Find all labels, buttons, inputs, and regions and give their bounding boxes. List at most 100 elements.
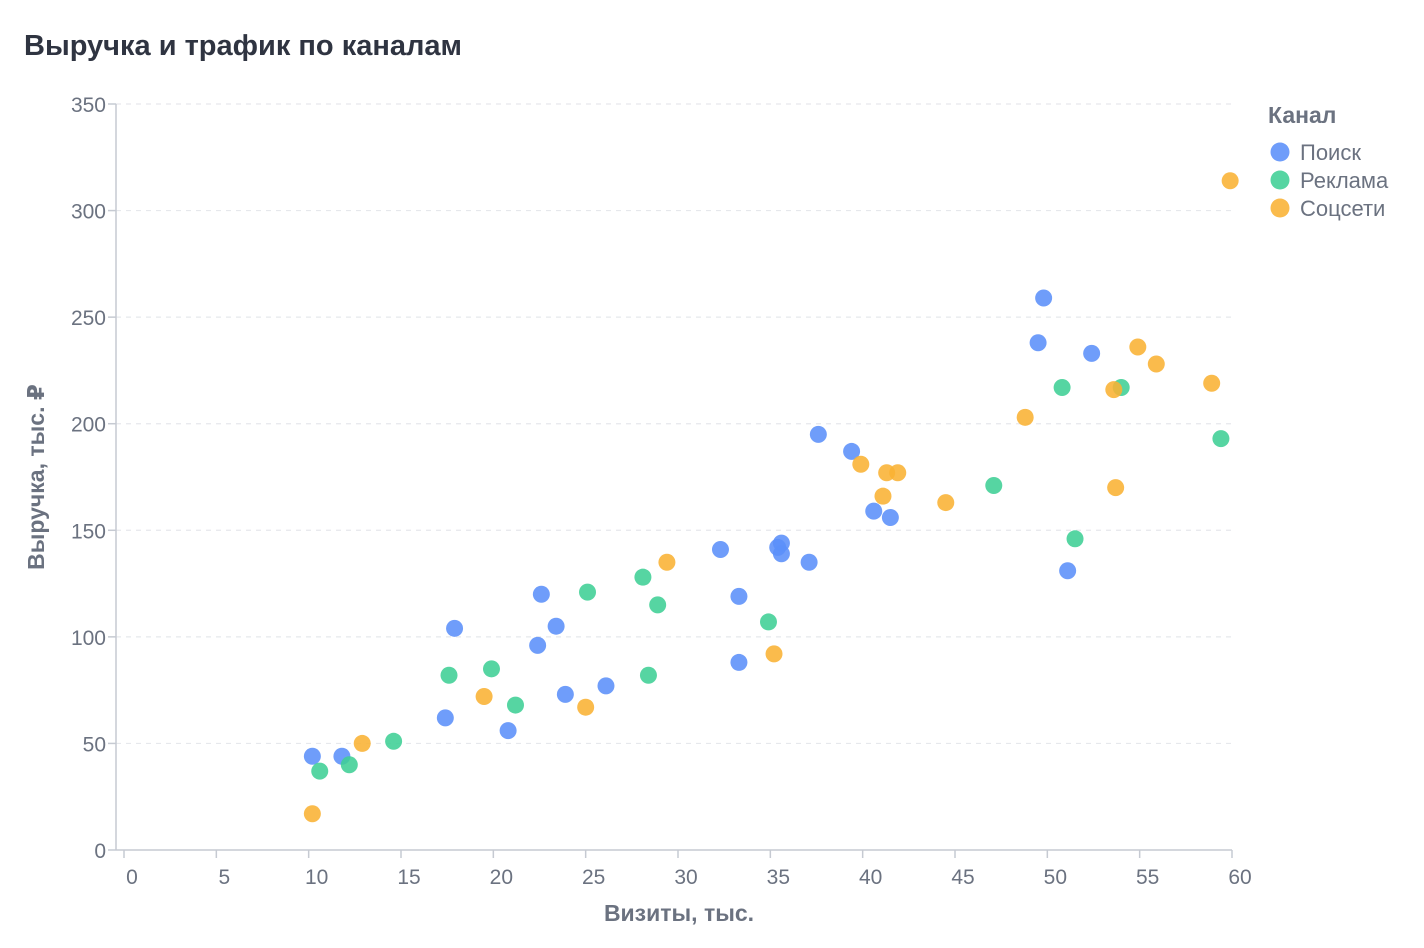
data-point[interactable]	[1066, 530, 1084, 548]
data-point[interactable]	[532, 585, 550, 603]
data-point[interactable]	[446, 619, 464, 637]
legend-marker	[1270, 142, 1290, 162]
data-point[interactable]	[889, 464, 907, 482]
x-tick-label: 5	[218, 866, 230, 889]
data-point[interactable]	[881, 508, 899, 526]
data-point[interactable]	[730, 653, 748, 671]
data-point[interactable]	[658, 553, 676, 571]
data-point[interactable]	[579, 583, 597, 601]
data-point[interactable]	[1147, 355, 1165, 373]
data-point[interactable]	[800, 553, 818, 571]
legend-item[interactable]: Соцсети	[1270, 196, 1386, 221]
data-point[interactable]	[353, 734, 371, 752]
data-point[interactable]	[597, 677, 615, 695]
y-tick-label: 150	[71, 520, 106, 543]
data-point[interactable]	[985, 477, 1003, 495]
data-point[interactable]	[385, 732, 403, 750]
data-point[interactable]	[1035, 289, 1053, 307]
data-point[interactable]	[937, 494, 955, 512]
data-point[interactable]	[711, 540, 729, 558]
data-point[interactable]	[772, 545, 790, 563]
legend-marker	[1270, 198, 1290, 218]
data-point[interactable]	[730, 587, 748, 605]
y-tick-label: 50	[83, 733, 106, 756]
data-point[interactable]	[303, 747, 321, 765]
data-point[interactable]	[1105, 381, 1123, 399]
data-point[interactable]	[759, 613, 777, 631]
data-point[interactable]	[506, 696, 524, 714]
data-point[interactable]	[843, 442, 861, 460]
series-group	[303, 289, 1101, 765]
data-point[interactable]	[440, 666, 458, 684]
data-point[interactable]	[634, 568, 652, 586]
x-axis-ticks: 0 5 10 15 20 25 30 35 40 45 50 55 60	[123, 850, 1252, 889]
data-point[interactable]	[1029, 334, 1047, 352]
y-tick-label: 200	[71, 414, 106, 437]
x-tick-label: 30	[674, 866, 697, 889]
x-tick-label: 35	[767, 866, 790, 889]
y-tick-label: 350	[71, 94, 106, 117]
data-point[interactable]	[1129, 338, 1147, 356]
data-point[interactable]	[874, 487, 892, 505]
y-axis-title: Выручка, тыс. ₽	[23, 384, 49, 570]
legend: Канал Поиск Реклама Соцсети	[1268, 102, 1389, 221]
legend-label: Соцсети	[1300, 196, 1385, 221]
data-point[interactable]	[556, 685, 574, 703]
x-tick-label: 40	[859, 866, 882, 889]
data-point[interactable]	[482, 660, 500, 678]
y-axis-ticks: 0 50 100 150 200 250 300 350	[71, 94, 116, 863]
data-point[interactable]	[1203, 374, 1221, 392]
data-point[interactable]	[529, 636, 547, 654]
x-tick-label: 15	[397, 866, 420, 889]
x-tick-label: 50	[1044, 866, 1067, 889]
legend-label: Поиск	[1300, 140, 1361, 165]
data-point[interactable]	[809, 425, 827, 443]
data-point[interactable]	[436, 709, 454, 727]
data-point[interactable]	[303, 805, 321, 823]
legend-marker	[1270, 170, 1290, 190]
y-tick-label: 0	[94, 840, 106, 863]
data-point[interactable]	[639, 666, 657, 684]
y-tick-label: 250	[71, 307, 106, 330]
x-tick-label: 10	[305, 866, 328, 889]
y-tick-label: 300	[71, 201, 106, 224]
data-point[interactable]	[311, 762, 329, 780]
data-point[interactable]	[499, 722, 517, 740]
data-point[interactable]	[1053, 378, 1071, 396]
chart-title: Выручка и трафик по каналам	[24, 30, 462, 62]
x-tick-label: 25	[582, 866, 605, 889]
data-point[interactable]	[765, 645, 783, 663]
data-point[interactable]	[1083, 344, 1101, 362]
data-point[interactable]	[475, 688, 493, 706]
x-tick-label: 45	[951, 866, 974, 889]
legend-item[interactable]: Поиск	[1270, 140, 1362, 165]
x-tick-label: 20	[490, 866, 513, 889]
x-tick-label: 55	[1136, 866, 1159, 889]
x-tick-label: 0	[126, 866, 138, 889]
series-group	[311, 378, 1230, 780]
x-tick-label: 60	[1228, 866, 1251, 889]
data-points	[303, 172, 1239, 823]
x-axis-title: Визиты, тыс.	[604, 900, 754, 926]
data-point[interactable]	[1221, 172, 1239, 190]
series-group	[303, 172, 1239, 823]
data-point[interactable]	[852, 455, 870, 473]
legend-item[interactable]: Реклама	[1270, 168, 1390, 193]
data-point[interactable]	[1016, 408, 1034, 426]
legend-label: Реклама	[1300, 168, 1389, 193]
data-point[interactable]	[547, 617, 565, 635]
axes	[115, 104, 1232, 851]
legend-title: Канал	[1268, 102, 1336, 128]
data-point[interactable]	[865, 502, 883, 520]
data-point[interactable]	[577, 698, 595, 716]
data-point[interactable]	[340, 756, 358, 774]
grid-lines	[116, 103, 1232, 745]
data-point[interactable]	[1212, 430, 1230, 448]
data-point[interactable]	[649, 596, 667, 614]
legend-items: Поиск Реклама Соцсети	[1270, 140, 1390, 221]
data-point[interactable]	[1107, 479, 1125, 497]
y-tick-label: 100	[71, 627, 106, 650]
data-point[interactable]	[1059, 562, 1077, 580]
